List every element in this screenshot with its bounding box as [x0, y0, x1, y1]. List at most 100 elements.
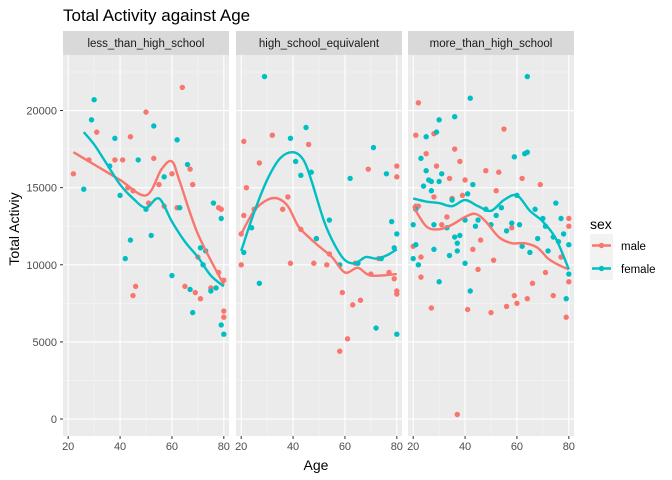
y-tick-label: 20000 [26, 106, 57, 118]
data-point-female [388, 218, 395, 225]
data-point-female [210, 200, 217, 206]
data-point-male [529, 280, 536, 286]
data-point-female [189, 309, 196, 316]
data-point-female [383, 171, 390, 177]
data-point-male [143, 109, 149, 115]
data-point-female [208, 288, 214, 294]
data-point-male [490, 257, 497, 263]
x-tick-label: 20 [407, 441, 419, 453]
data-point-female [472, 223, 479, 229]
data-point-female [464, 191, 471, 197]
data-point-female [563, 296, 569, 302]
data-point-male [566, 279, 572, 285]
facet-panel: high_school_equivalent 20 40 60 80 [235, 31, 403, 453]
y-tick-label: 5000 [33, 337, 57, 349]
data-point-female [148, 232, 154, 239]
data-point-female [394, 331, 400, 337]
data-point-female [81, 186, 87, 192]
data-point-male [221, 308, 227, 314]
data-point-male [285, 194, 291, 200]
data-point-female [436, 117, 442, 123]
x-tick-label: 60 [511, 441, 523, 453]
data-point-female [415, 262, 422, 268]
data-point-female [451, 114, 458, 120]
smooth-line-male [240, 196, 397, 278]
data-point-male [119, 157, 126, 163]
x-tick-label: 80 [563, 441, 575, 453]
data-point-male [496, 169, 502, 175]
data-point-male [391, 275, 397, 282]
x-tick-label: 80 [218, 441, 230, 453]
data-point-male [493, 188, 499, 194]
data-point-female [394, 231, 400, 237]
y-axis: 0 5000 10000 15000 20000 [26, 106, 63, 426]
data-point-female [413, 242, 419, 248]
data-point-male [182, 283, 188, 290]
data-point-female [298, 172, 304, 179]
data-point-male [433, 163, 440, 169]
data-point-female [524, 149, 531, 155]
data-point-female [503, 228, 510, 234]
data-point-female [370, 144, 377, 151]
data-point-female [467, 95, 473, 101]
data-point-male [415, 100, 422, 106]
data-point-male [566, 223, 572, 229]
data-point-male [127, 134, 134, 140]
x-tick-label: 60 [339, 441, 351, 453]
data-point-male [394, 174, 400, 180]
data-point-male [221, 314, 227, 320]
data-point-male [413, 132, 419, 138]
data-point-female [449, 197, 455, 203]
data-point-male [423, 151, 429, 157]
data-point-female [287, 135, 294, 141]
facet-strip [236, 31, 402, 55]
data-point-male [550, 292, 556, 299]
data-point-female [436, 279, 442, 285]
data-point-female [534, 235, 541, 242]
data-point-male [394, 288, 400, 294]
facet-strip-label: less_than_high_school [87, 38, 204, 50]
data-point-male [324, 262, 330, 268]
data-point-female [213, 285, 219, 291]
data-point-female [174, 137, 180, 143]
data-point-female [221, 331, 227, 337]
data-point-female [151, 123, 157, 129]
data-point-male [94, 129, 100, 135]
data-point-female [498, 205, 505, 211]
data-point-male [179, 84, 186, 91]
data-point-male [418, 254, 424, 260]
data-point-male [156, 181, 162, 188]
x-axis-title: Age [304, 457, 329, 473]
data-point-male [524, 296, 531, 302]
facet-strip-label: high_school_equivalent [259, 38, 380, 50]
data-point-male [542, 269, 549, 276]
y-tick-label: 0 [51, 414, 57, 426]
data-point-female [423, 134, 429, 140]
data-point-female [420, 183, 427, 189]
data-point-male [187, 166, 193, 172]
data-point-female [475, 217, 481, 223]
data-point-female [410, 221, 416, 228]
data-point-male [519, 175, 525, 182]
data-point-male [339, 289, 346, 296]
x-tick-label: 20 [62, 441, 74, 453]
data-point-female [493, 212, 499, 219]
data-point-female [418, 155, 424, 162]
data-point-female [560, 231, 567, 237]
data-point-female [326, 217, 333, 223]
data-point-male [279, 206, 286, 212]
data-point-female [433, 129, 440, 135]
facet-strip [63, 31, 229, 55]
data-point-male [151, 155, 157, 162]
data-point-female [347, 175, 353, 182]
data-point-male [444, 214, 450, 220]
data-point-male [189, 181, 196, 188]
data-point-female [457, 232, 463, 239]
data-point-male [357, 297, 364, 303]
data-point-male [305, 141, 312, 148]
data-point-male [451, 146, 458, 152]
legend-point [598, 265, 605, 272]
data-point-male [503, 303, 510, 310]
facet-strip-label: more_than_high_school [430, 38, 553, 50]
